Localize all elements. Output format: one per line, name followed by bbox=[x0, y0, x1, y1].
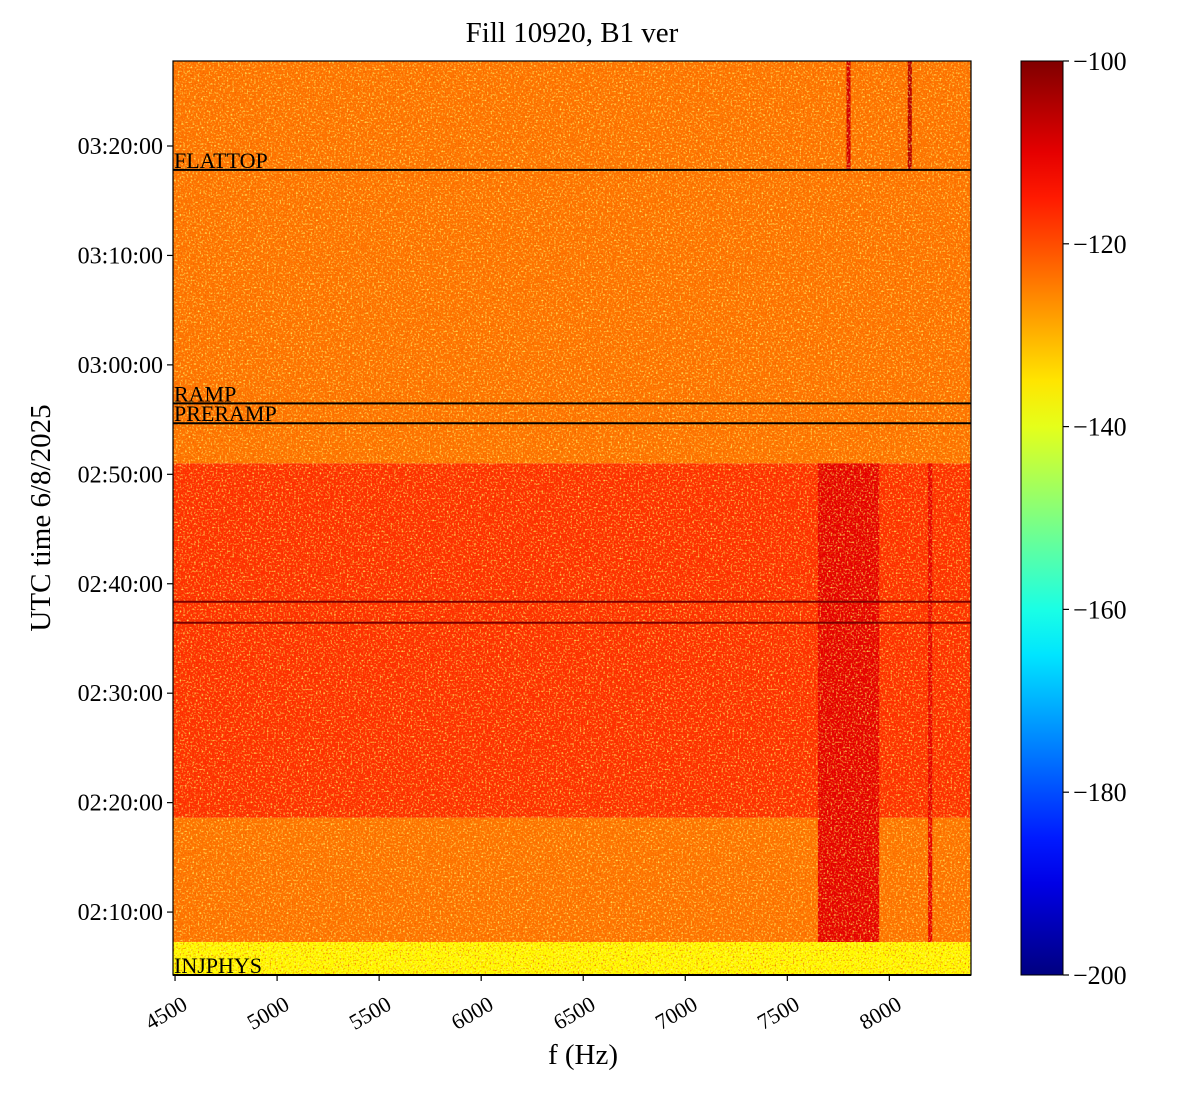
event-label: INJPHYS bbox=[174, 953, 262, 978]
y-tick-label: 02:50:00 bbox=[78, 462, 163, 488]
x-tick-label: 5500 bbox=[345, 991, 396, 1035]
event-label: FLATTOP bbox=[174, 148, 268, 173]
chart-title: Fill 10920, B1 ver bbox=[466, 17, 679, 49]
plot-frame bbox=[172, 60, 972, 976]
colorbar bbox=[1020, 60, 1064, 976]
y-tick-label: 03:10:00 bbox=[78, 243, 163, 269]
colorbar-tick-label: −180 bbox=[1073, 778, 1127, 807]
x-tick-label: 5000 bbox=[243, 991, 294, 1035]
y-tick-label: 02:30:00 bbox=[78, 681, 163, 707]
colorbar-tick-label: −160 bbox=[1073, 595, 1127, 624]
x-tick-label: 8000 bbox=[855, 991, 906, 1035]
event-label: PRERAMP bbox=[174, 401, 277, 426]
y-tick-label: 03:00:00 bbox=[78, 353, 163, 379]
y-tick-label: 02:10:00 bbox=[78, 900, 163, 926]
y-tick-label: 03:20:00 bbox=[78, 134, 163, 160]
x-axis-label: f (Hz) bbox=[548, 1039, 618, 1071]
event-label: RAMP bbox=[174, 381, 236, 406]
colorbar-tick-label: −100 bbox=[1073, 47, 1127, 76]
x-tick-label: 4500 bbox=[141, 991, 192, 1035]
y-axis-label: UTC time 6/8/2025 bbox=[25, 404, 57, 631]
x-tick-label: 7000 bbox=[651, 991, 702, 1035]
x-tick-label: 6500 bbox=[549, 991, 600, 1035]
x-tick-label: 6000 bbox=[447, 991, 498, 1035]
colorbar-tick-label: −140 bbox=[1073, 413, 1127, 442]
speckle bbox=[173, 61, 971, 975]
colorbar-tick-label: −120 bbox=[1073, 230, 1127, 259]
colorbar-tick-label: −200 bbox=[1073, 961, 1127, 990]
y-tick-label: 02:20:00 bbox=[78, 791, 163, 817]
noise-texture bbox=[173, 61, 971, 975]
y-tick-label: 02:40:00 bbox=[78, 572, 163, 598]
x-tick-label: 7500 bbox=[753, 991, 804, 1035]
